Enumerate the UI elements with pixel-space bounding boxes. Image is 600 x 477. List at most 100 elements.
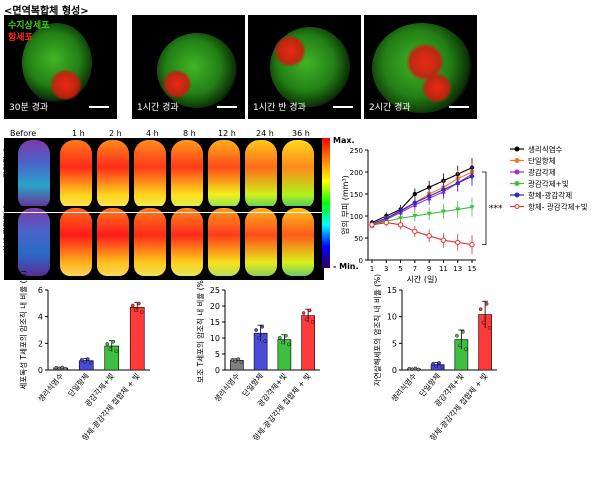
x-tick-label: 생리식염수 [35,371,65,404]
sample-point [82,360,87,364]
sample-point [254,328,258,332]
imaging-row-antibody-photosensitizer [4,206,324,280]
sample-point [57,366,62,371]
microscopy-panel-3: 1시간 반 경과 [248,15,361,119]
sample-point [133,308,138,312]
panel-caption: 30분 경과 [9,103,49,113]
sample-point [136,301,141,306]
timepoint-label: 36 h [292,129,310,138]
data-point [398,216,404,221]
data-point [412,214,418,219]
legend-label: 항체-광감각제 [528,190,572,200]
x-tick-label: 3 [384,265,388,273]
x-axis-label: 시간 (일) [407,274,438,284]
legend-label: 광감각제+빛 [528,179,569,189]
colorbar-min: - Min. [333,262,359,271]
x-tick-label: 9 [427,265,431,273]
timepoint-label: 2 h [109,129,122,138]
sample-point [301,311,306,315]
data-point [455,207,461,212]
sample-point [278,335,282,340]
timepoint-label: 24 h [256,129,274,138]
legend-marker [514,192,520,198]
timepoint-label: 12 h [218,129,236,138]
data-point [412,191,418,197]
microscopy-panel-2: 1시간 경과 [132,15,245,119]
y-tick-label: 10 [387,313,397,322]
series-line [371,167,473,224]
sample-point [79,358,84,362]
panel-caption: 1시간 반 경과 [253,103,306,113]
sample-point [440,364,444,369]
data-point [383,219,389,226]
legend-marker [514,181,520,186]
y-tick-label: 0 [215,366,220,375]
sample-point [484,302,489,306]
y-tick-label: 100 [350,213,363,221]
y-tick-label: 15 [210,318,220,327]
y-tick-label: 0 [359,257,363,265]
data-point [455,180,461,186]
sample-point [431,362,435,366]
bar [129,307,145,371]
y-tick-label: 25 [210,286,220,295]
data-point [440,209,446,215]
sample-point [108,347,113,352]
scale-bar [89,106,109,108]
y-tick-label: 5 [392,339,397,348]
legend-label: 광감각제 [528,167,556,177]
sample-point [114,349,119,354]
y-tick-label: 50 [354,235,363,243]
sample-point [455,333,459,338]
y-tick-label: 20 [210,302,220,311]
scale-bar [217,106,237,108]
y-tick-label: 4 [38,313,43,322]
sample-point [236,357,241,361]
sample-point [458,343,462,348]
scale-bar [449,106,469,108]
y-tick-label: 6 [38,286,43,295]
sample-point [407,366,412,371]
y-tick-label: 200 [350,169,363,177]
series-line [371,206,473,226]
x-tick-label: 1 [370,265,374,273]
sample-point [230,357,235,362]
sample-point [111,339,116,344]
sample-point [434,364,438,368]
data-point [383,215,389,221]
y-tick-label: 10 [210,334,220,343]
y-axis-label: 자연살해세포의 암조직 내 비율 (%) [372,274,382,386]
sample-point [260,324,264,329]
legend-marker [514,204,520,209]
sample-point [54,365,59,370]
timepoint-label: 4 h [146,129,159,138]
y-tick-label: 15 [387,286,397,295]
panel-caption: 1시간 경과 [137,103,179,113]
legend-marker [514,146,520,152]
y-tick-label: 5 [215,350,220,359]
x-tick-label: 11 [439,265,448,273]
imaging-row-photosensitizer [4,138,324,212]
microscopy-panel-4: 2시간 경과 [364,15,477,119]
sample-point [60,365,65,370]
sample-point [478,307,483,312]
sample-point [304,317,309,322]
x-tick-label: 단일항체 [65,371,90,399]
sample-point [130,303,135,308]
sample-point [63,366,68,371]
sample-point [413,366,418,371]
sample-point [105,342,110,346]
sample-point [85,357,90,361]
timepoint-label: Before [10,129,37,138]
series-line [371,175,473,225]
panel-caption: 2시간 경과 [369,103,411,113]
y-tick-label: 0 [38,366,43,375]
significance-bracket [482,171,487,246]
y-tick-label: 2 [38,339,43,348]
sample-point [88,360,93,365]
sample-point [487,326,492,330]
data-point [440,186,446,193]
sample-point [461,330,465,334]
y-tick-label: 150 [350,191,363,199]
sample-point [239,360,244,364]
